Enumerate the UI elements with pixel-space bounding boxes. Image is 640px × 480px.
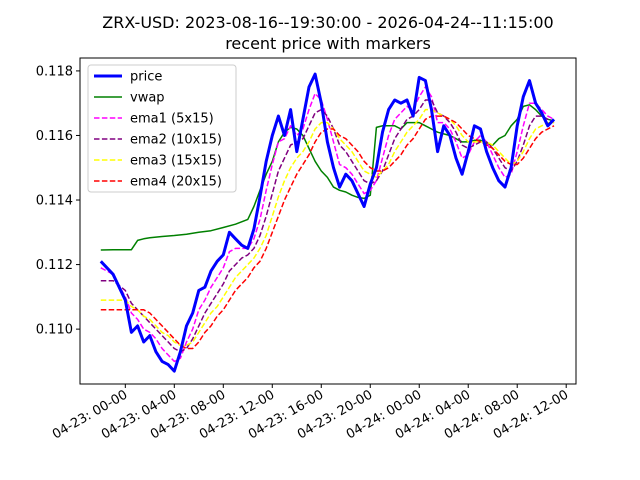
legend: price vwap ema1 (5x15) ema2 (10x15) ema3 (15… [87,64,237,193]
series-line-price [99,72,556,373]
legend-label: ema4 (20x15) [130,175,222,190]
y-tick-label: 0.116 [36,129,73,144]
y-tick-label: 0.110 [36,323,73,338]
y-tick-label: 0.114 [36,194,73,209]
axes-frame [79,57,577,385]
legend-label: ema1 (5x15) [130,112,214,127]
series-line-ema4 [100,115,555,350]
series-line-vwap [100,104,555,251]
series-line-ema1 [100,86,555,363]
legend-label: ema3 (15x15) [130,154,222,169]
legend-label: price [130,70,162,85]
y-tick-label: 0.118 [36,64,73,79]
y-tick-label: 0.112 [36,258,73,273]
chart-subtitle: recent price with markers [225,34,431,53]
chart-title: ZRX-USD: 2023-08-16--19:30:00 - 2026-04-… [102,13,553,32]
legend-label: vwap [130,91,165,106]
legend-label: ema2 (10x15) [130,133,222,148]
legend-box [87,64,237,193]
